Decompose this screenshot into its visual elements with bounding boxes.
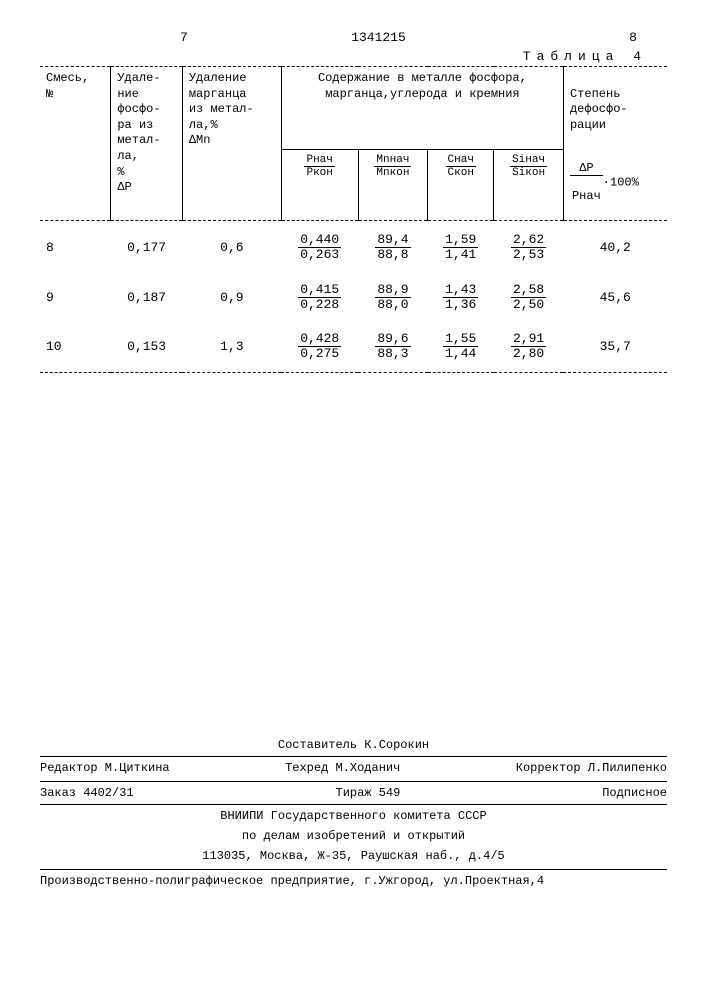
mn-num: Mnнач [374,154,411,167]
cell-mn: 89,688,3 [358,322,428,372]
table-row: 8 0,177 0,6 0,4400,263 89,488,8 1,591,41… [40,223,667,273]
cell-mix: 9 [40,273,111,323]
footer-printer: Производственно-полиграфическое предприя… [40,869,667,890]
col-deg-label: Степень дефосфо- рации [570,87,628,132]
deg-frac: ΔP Pнач [570,149,603,216]
page-header: 7 1341215 8 [40,30,667,45]
cell-dmn: 0,9 [182,273,281,323]
table-row: 10 0,153 1,3 0,4280,275 89,688,3 1,551,4… [40,322,667,372]
sub-p: PначPкон [281,150,358,221]
footer-org1: ВНИИПИ Государственного комитета СССР [40,807,667,825]
cell-mix: 8 [40,223,111,273]
page-num-right: 8 [629,30,637,45]
tirazh: Тираж 549 [336,784,401,802]
sub-mn: MnначMnкон [358,150,428,221]
footer: Составитель К.Сорокин Редактор М.Циткина… [40,736,667,890]
cell-dp: 0,187 [111,273,183,323]
cell-deg: 45,6 [563,273,667,323]
cell-p: 0,4150,228 [281,273,358,323]
mn-den: Mnкон [374,167,411,179]
cell-dp: 0,177 [111,223,183,273]
cell-mn: 88,988,0 [358,273,428,323]
si-den: Siкон [510,167,547,179]
composer: Составитель К.Сорокин [40,736,667,754]
page-num-left: 7 [180,30,188,45]
deg-suffix: ·100% [603,176,639,190]
cell-p: 0,4280,275 [281,322,358,372]
sub-c: CначCкон [428,150,494,221]
c-num: Cнач [446,154,476,167]
cell-mn: 89,488,8 [358,223,428,273]
blank-space [40,374,667,734]
footer-org2: по делам изобретений и открытий [40,827,667,845]
podpis: Подписное [602,784,667,802]
cell-c: 1,551,44 [428,322,494,372]
editor: Редактор М.Циткина [40,759,170,777]
table-caption: Таблица 4 [40,49,647,64]
cell-deg: 40,2 [563,223,667,273]
footer-credits: Редактор М.Циткина Техред М.Ходанич Корр… [40,756,667,777]
techred: Техред М.Ходанич [285,759,400,777]
cell-dp: 0,153 [111,322,183,372]
deg-num: ΔP [570,162,603,176]
cell-dmn: 0,6 [182,223,281,273]
cell-mix: 10 [40,322,111,372]
si-num: Siнач [510,154,547,167]
table-row: 9 0,187 0,9 0,4150,228 88,988,0 1,431,36… [40,273,667,323]
col-dmn: Удаление марганца из метал- ла,% ΔMn [182,67,281,221]
p-den: Pкон [304,167,334,179]
cell-dmn: 1,3 [182,322,281,372]
cell-c: 1,591,41 [428,223,494,273]
footer-order: Заказ 4402/31 Тираж 549 Подписное [40,781,667,805]
cell-si: 2,582,50 [494,273,564,323]
order: Заказ 4402/31 [40,784,134,802]
doc-number: 1341215 [351,30,406,45]
cell-si: 2,912,80 [494,322,564,372]
cell-deg: 35,7 [563,322,667,372]
col-deg: Степень дефосфо- рации ΔP Pнач ·100% [563,67,667,221]
cell-si: 2,622,53 [494,223,564,273]
corrector: Корректор Л.Пилипенко [516,759,667,777]
deg-den: Pнач [570,190,603,203]
col-group: Содержание в металле фосфора, марганца,у… [281,67,563,150]
sub-si: SiначSiкон [494,150,564,221]
footer-addr: 113035, Москва, Ж-35, Раушская наб., д.4… [40,847,667,865]
cell-p: 0,4400,263 [281,223,358,273]
col-mix: Смесь, № [40,67,111,221]
p-num: Pнач [304,154,334,167]
col-dp: Удале- ние фосфо- ра из метал- ла, % ΔP [111,67,183,221]
c-den: Cкон [446,167,476,179]
data-table: Смесь, № Удале- ние фосфо- ра из метал- … [40,66,667,374]
cell-c: 1,431,36 [428,273,494,323]
